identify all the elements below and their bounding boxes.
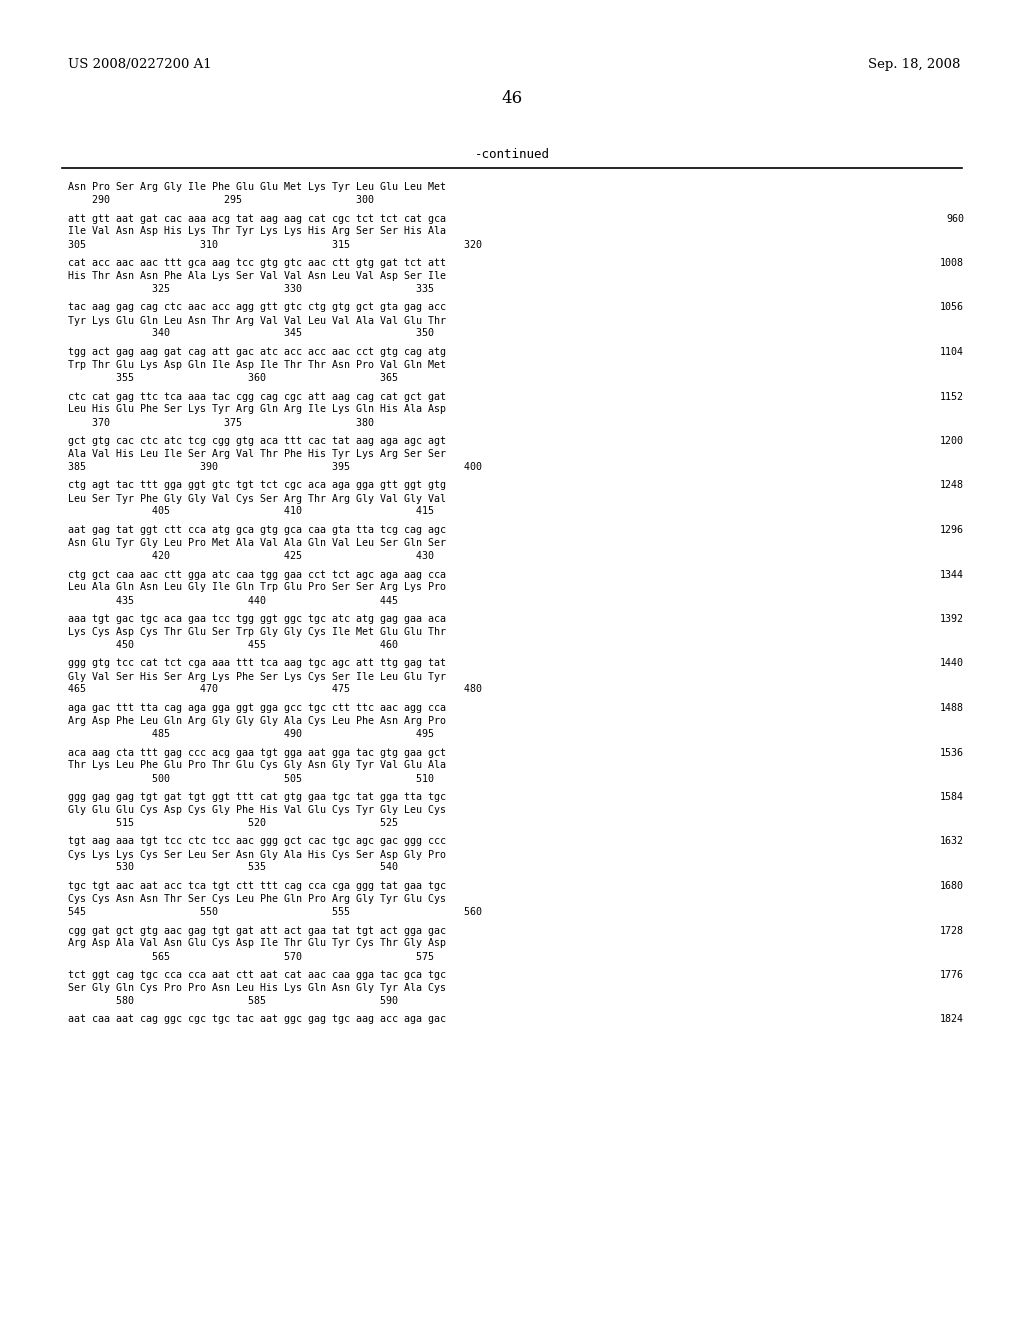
Text: 1776: 1776 <box>940 970 964 979</box>
Text: Gly Glu Glu Cys Asp Cys Gly Phe His Val Glu Cys Tyr Gly Leu Cys: Gly Glu Glu Cys Asp Cys Gly Phe His Val … <box>68 805 446 814</box>
Text: Sep. 18, 2008: Sep. 18, 2008 <box>867 58 961 71</box>
Text: US 2008/0227200 A1: US 2008/0227200 A1 <box>68 58 212 71</box>
Text: 1680: 1680 <box>940 880 964 891</box>
Text: Leu Ala Gln Asn Leu Gly Ile Gln Trp Glu Pro Ser Ser Arg Lys Pro: Leu Ala Gln Asn Leu Gly Ile Gln Trp Glu … <box>68 582 446 593</box>
Text: 1152: 1152 <box>940 392 964 401</box>
Text: ggg gag gag tgt gat tgt ggt ttt cat gtg gaa tgc tat gga tta tgc: ggg gag gag tgt gat tgt ggt ttt cat gtg … <box>68 792 446 803</box>
Text: 1296: 1296 <box>940 525 964 535</box>
Text: 1488: 1488 <box>940 704 964 713</box>
Text: 340                   345                   350: 340 345 350 <box>68 329 434 338</box>
Text: aaa tgt gac tgc aca gaa tcc tgg ggt ggc tgc atc atg gag gaa aca: aaa tgt gac tgc aca gaa tcc tgg ggt ggc … <box>68 614 446 624</box>
Text: 485                   490                   495: 485 490 495 <box>68 729 434 739</box>
Text: 1104: 1104 <box>940 347 964 356</box>
Text: 450                   455                   460: 450 455 460 <box>68 640 398 649</box>
Text: Thr Lys Leu Phe Glu Pro Thr Glu Cys Gly Asn Gly Tyr Val Glu Ala: Thr Lys Leu Phe Glu Pro Thr Glu Cys Gly … <box>68 760 446 771</box>
Text: 1248: 1248 <box>940 480 964 491</box>
Text: His Thr Asn Asn Phe Ala Lys Ser Val Val Asn Leu Val Asp Ser Ile: His Thr Asn Asn Phe Ala Lys Ser Val Val … <box>68 271 446 281</box>
Text: gct gtg cac ctc atc tcg cgg gtg aca ttt cac tat aag aga agc agt: gct gtg cac ctc atc tcg cgg gtg aca ttt … <box>68 436 446 446</box>
Text: -continued: -continued <box>474 148 550 161</box>
Text: ctg agt tac ttt gga ggt gtc tgt tct cgc aca aga gga gtt ggt gtg: ctg agt tac ttt gga ggt gtc tgt tct cgc … <box>68 480 446 491</box>
Text: 960: 960 <box>946 214 964 223</box>
Text: 515                   520                   525: 515 520 525 <box>68 818 398 828</box>
Text: ggg gtg tcc cat tct cga aaa ttt tca aag tgc agc att ttg gag tat: ggg gtg tcc cat tct cga aaa ttt tca aag … <box>68 659 446 668</box>
Text: 500                   505                   510: 500 505 510 <box>68 774 434 784</box>
Text: aga gac ttt tta cag aga gga ggt gga gcc tgc ctt ttc aac agg cca: aga gac ttt tta cag aga gga ggt gga gcc … <box>68 704 446 713</box>
Text: 46: 46 <box>502 90 522 107</box>
Text: 355                   360                   365: 355 360 365 <box>68 374 398 383</box>
Text: Trp Thr Glu Lys Asp Gln Ile Asp Ile Thr Thr Asn Pro Val Gln Met: Trp Thr Glu Lys Asp Gln Ile Asp Ile Thr … <box>68 360 446 370</box>
Text: Asn Glu Tyr Gly Leu Pro Met Ala Val Ala Gln Val Leu Ser Gln Ser: Asn Glu Tyr Gly Leu Pro Met Ala Val Ala … <box>68 539 446 548</box>
Text: aat caa aat cag ggc cgc tgc tac aat ggc gag tgc aag acc aga gac: aat caa aat cag ggc cgc tgc tac aat ggc … <box>68 1015 446 1024</box>
Text: 1584: 1584 <box>940 792 964 803</box>
Text: Asn Pro Ser Arg Gly Ile Phe Glu Glu Met Lys Tyr Leu Glu Leu Met: Asn Pro Ser Arg Gly Ile Phe Glu Glu Met … <box>68 182 446 191</box>
Text: att gtt aat gat cac aaa acg tat aag aag cat cgc tct tct cat gca: att gtt aat gat cac aaa acg tat aag aag … <box>68 214 446 223</box>
Text: 1824: 1824 <box>940 1015 964 1024</box>
Text: 565                   570                   575: 565 570 575 <box>68 952 434 961</box>
Text: Ser Gly Gln Cys Pro Pro Asn Leu His Lys Gln Asn Gly Tyr Ala Cys: Ser Gly Gln Cys Pro Pro Asn Leu His Lys … <box>68 983 446 993</box>
Text: tgg act gag aag gat cag att gac atc acc acc aac cct gtg cag atg: tgg act gag aag gat cag att gac atc acc … <box>68 347 446 356</box>
Text: 370                   375                   380: 370 375 380 <box>68 417 374 428</box>
Text: ctc cat gag ttc tca aaa tac cgg cag cgc att aag cag cat gct gat: ctc cat gag ttc tca aaa tac cgg cag cgc … <box>68 392 446 401</box>
Text: aca aag cta ttt gag ccc acg gaa tgt gga aat gga tac gtg gaa gct: aca aag cta ttt gag ccc acg gaa tgt gga … <box>68 747 446 758</box>
Text: 385                   390                   395                   400: 385 390 395 400 <box>68 462 482 473</box>
Text: tac aag gag cag ctc aac acc agg gtt gtc ctg gtg gct gta gag acc: tac aag gag cag ctc aac acc agg gtt gtc … <box>68 302 446 313</box>
Text: Arg Asp Phe Leu Gln Arg Gly Gly Gly Ala Cys Leu Phe Asn Arg Pro: Arg Asp Phe Leu Gln Arg Gly Gly Gly Ala … <box>68 715 446 726</box>
Text: 580                   585                   590: 580 585 590 <box>68 997 398 1006</box>
Text: 1440: 1440 <box>940 659 964 668</box>
Text: 1200: 1200 <box>940 436 964 446</box>
Text: Leu Ser Tyr Phe Gly Gly Val Cys Ser Arg Thr Arg Gly Val Gly Val: Leu Ser Tyr Phe Gly Gly Val Cys Ser Arg … <box>68 494 446 503</box>
Text: 405                   410                   415: 405 410 415 <box>68 507 434 516</box>
Text: 1344: 1344 <box>940 569 964 579</box>
Text: 420                   425                   430: 420 425 430 <box>68 550 434 561</box>
Text: Arg Asp Ala Val Asn Glu Cys Asp Ile Thr Glu Tyr Cys Thr Gly Asp: Arg Asp Ala Val Asn Glu Cys Asp Ile Thr … <box>68 939 446 949</box>
Text: ctg gct caa aac ctt gga atc caa tgg gaa cct tct agc aga aag cca: ctg gct caa aac ctt gga atc caa tgg gaa … <box>68 569 446 579</box>
Text: tgc tgt aac aat acc tca tgt ctt ttt cag cca cga ggg tat gaa tgc: tgc tgt aac aat acc tca tgt ctt ttt cag … <box>68 880 446 891</box>
Text: tgt aag aaa tgt tcc ctc tcc aac ggg gct cac tgc agc gac ggg ccc: tgt aag aaa tgt tcc ctc tcc aac ggg gct … <box>68 837 446 846</box>
Text: Gly Val Ser His Ser Arg Lys Phe Ser Lys Cys Ser Ile Leu Glu Tyr: Gly Val Ser His Ser Arg Lys Phe Ser Lys … <box>68 672 446 681</box>
Text: tct ggt cag tgc cca cca aat ctt aat cat aac caa gga tac gca tgc: tct ggt cag tgc cca cca aat ctt aat cat … <box>68 970 446 979</box>
Text: Leu His Glu Phe Ser Lys Tyr Arg Gln Arg Ile Lys Gln His Ala Asp: Leu His Glu Phe Ser Lys Tyr Arg Gln Arg … <box>68 404 446 414</box>
Text: Cys Cys Asn Asn Thr Ser Cys Leu Phe Gln Pro Arg Gly Tyr Glu Cys: Cys Cys Asn Asn Thr Ser Cys Leu Phe Gln … <box>68 894 446 904</box>
Text: 530                   535                   540: 530 535 540 <box>68 862 398 873</box>
Text: 1728: 1728 <box>940 925 964 936</box>
Text: 545                   550                   555                   560: 545 550 555 560 <box>68 907 482 917</box>
Text: cgg gat gct gtg aac gag tgt gat att act gaa tat tgt act gga gac: cgg gat gct gtg aac gag tgt gat att act … <box>68 925 446 936</box>
Text: Cys Lys Lys Cys Ser Leu Ser Asn Gly Ala His Cys Ser Asp Gly Pro: Cys Lys Lys Cys Ser Leu Ser Asn Gly Ala … <box>68 850 446 859</box>
Text: 1392: 1392 <box>940 614 964 624</box>
Text: 1632: 1632 <box>940 837 964 846</box>
Text: 1536: 1536 <box>940 747 964 758</box>
Text: aat gag tat ggt ctt cca atg gca gtg gca caa gta tta tcg cag agc: aat gag tat ggt ctt cca atg gca gtg gca … <box>68 525 446 535</box>
Text: 435                   440                   445: 435 440 445 <box>68 595 398 606</box>
Text: 1008: 1008 <box>940 257 964 268</box>
Text: 1056: 1056 <box>940 302 964 313</box>
Text: Ala Val His Leu Ile Ser Arg Val Thr Phe His Tyr Lys Arg Ser Ser: Ala Val His Leu Ile Ser Arg Val Thr Phe … <box>68 449 446 459</box>
Text: 305                   310                   315                   320: 305 310 315 320 <box>68 239 482 249</box>
Text: 465                   470                   475                   480: 465 470 475 480 <box>68 685 482 694</box>
Text: 290                   295                   300: 290 295 300 <box>68 195 374 205</box>
Text: Lys Cys Asp Cys Thr Glu Ser Trp Gly Gly Cys Ile Met Glu Glu Thr: Lys Cys Asp Cys Thr Glu Ser Trp Gly Gly … <box>68 627 446 638</box>
Text: Ile Val Asn Asp His Lys Thr Tyr Lys Lys His Arg Ser Ser His Ala: Ile Val Asn Asp His Lys Thr Tyr Lys Lys … <box>68 227 446 236</box>
Text: 325                   330                   335: 325 330 335 <box>68 284 434 294</box>
Text: cat acc aac aac ttt gca aag tcc gtg gtc aac ctt gtg gat tct att: cat acc aac aac ttt gca aag tcc gtg gtc … <box>68 257 446 268</box>
Text: Tyr Lys Glu Gln Leu Asn Thr Arg Val Val Leu Val Ala Val Glu Thr: Tyr Lys Glu Gln Leu Asn Thr Arg Val Val … <box>68 315 446 326</box>
